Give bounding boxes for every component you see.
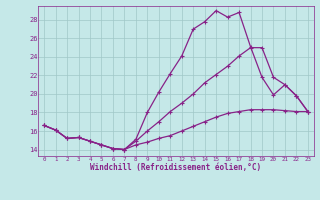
X-axis label: Windchill (Refroidissement éolien,°C): Windchill (Refroidissement éolien,°C) [91,163,261,172]
